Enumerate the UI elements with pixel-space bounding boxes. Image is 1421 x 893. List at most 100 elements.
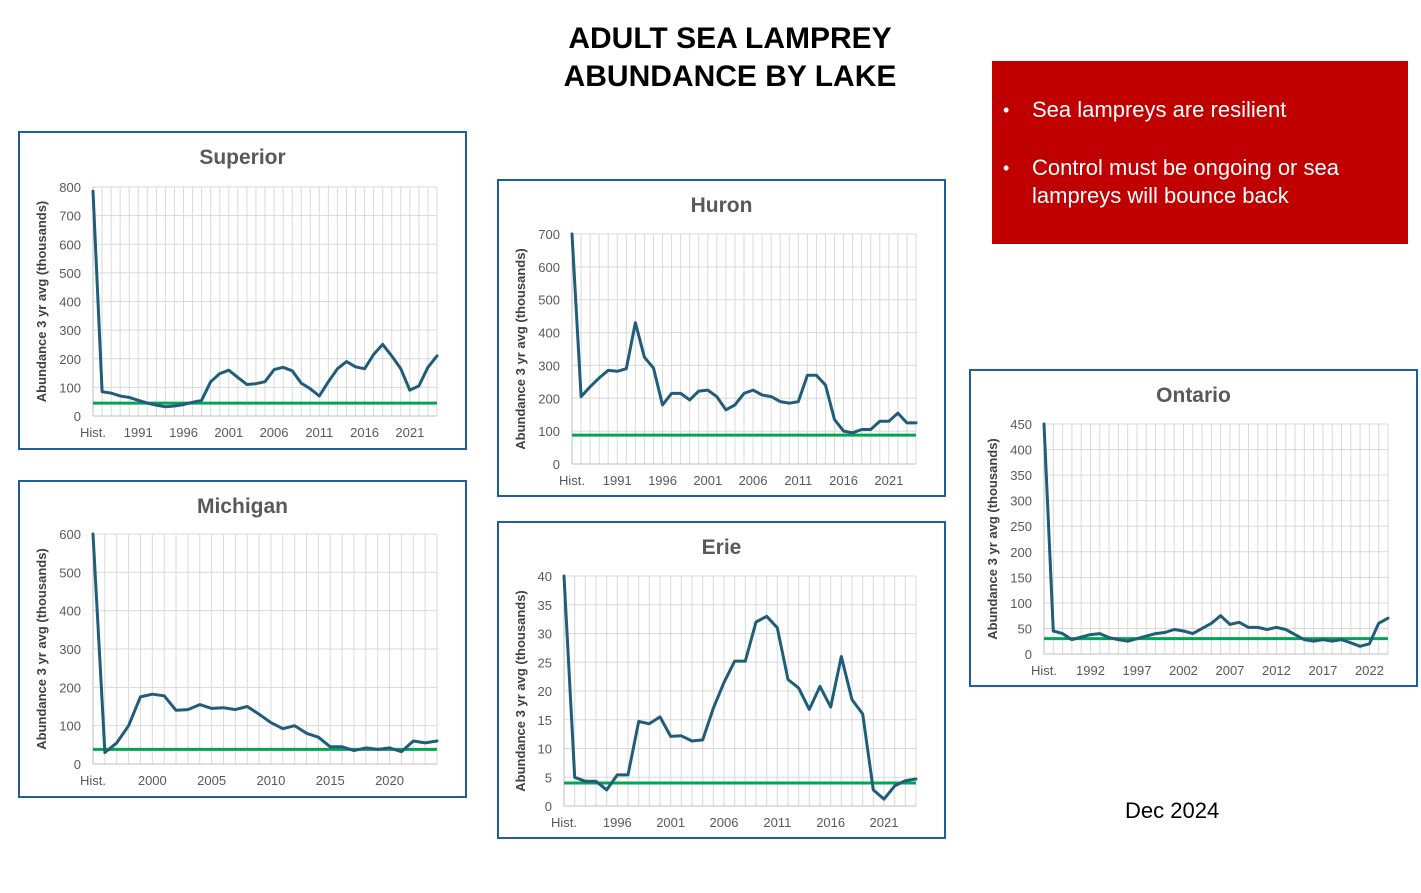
- y-axis-label: Abundance 3 yr avg (thousands): [513, 248, 528, 450]
- chart-title: Michigan: [197, 495, 288, 518]
- series-line-abundance: [1042, 422, 1390, 648]
- y-tick-label: 300: [538, 358, 560, 373]
- y-tick-label: 400: [59, 295, 81, 310]
- y-tick-label: 50: [1018, 621, 1032, 636]
- chart-frame: [497, 521, 946, 839]
- x-tick-label: 2006: [739, 473, 768, 488]
- y-tick-label: 700: [538, 227, 560, 242]
- x-tick-label: 2017: [1308, 663, 1337, 678]
- key-point-item: Sea lampreys are resilient: [1003, 96, 1392, 124]
- date-label: Dec 2024: [1125, 798, 1220, 823]
- chart-panel-erie: Erie Abundance 3 yr avg (thousands) 0 5 10 15…: [497, 521, 946, 839]
- chart-huron: Huron Abundance 3 yr avg (thousands) 0 100 2…: [497, 179, 946, 497]
- y-axis-label: Abundance 3 yr avg (thousands): [34, 201, 49, 403]
- x-tick-label: Hist.: [80, 425, 106, 440]
- y-tick-label: 100: [59, 380, 81, 395]
- chart-panel-michigan: Michigan Abundance 3 yr avg (thousands) 0 1…: [18, 480, 467, 798]
- x-tick-label: 2000: [138, 773, 167, 788]
- chart-panel-superior: Superior Abundance 3 yr avg (thousands) 0 1…: [18, 131, 467, 450]
- y-tick-label: 200: [59, 352, 81, 367]
- x-tick-label: Hist.: [1031, 663, 1057, 678]
- x-tick-label: 2020: [375, 773, 404, 788]
- y-tick-label: 300: [59, 323, 81, 338]
- y-tick-label: 15: [538, 713, 552, 728]
- chart-title: Ontario: [1156, 384, 1231, 407]
- key-points-callout: Sea lampreys are resilient Control must …: [992, 61, 1408, 244]
- x-tick-label: 2007: [1215, 663, 1244, 678]
- y-tick-label: 400: [59, 604, 81, 619]
- y-tick-label: 100: [1010, 596, 1032, 611]
- series-line-abundance: [562, 574, 918, 801]
- y-tick-label: 800: [59, 180, 81, 195]
- y-tick-label: 350: [1010, 468, 1032, 483]
- chart-superior: Superior Abundance 3 yr avg (thousands) 0 1…: [18, 131, 467, 450]
- x-tick-label: 2001: [214, 425, 243, 440]
- y-axis-label: Abundance 3 yr avg (thousands): [34, 548, 49, 750]
- y-tick-label: 0: [553, 457, 560, 472]
- y-tick-label: 300: [59, 642, 81, 657]
- y-tick-label: 100: [59, 719, 81, 734]
- y-tick-label: 400: [538, 326, 560, 341]
- x-tick-label: 2016: [829, 473, 858, 488]
- x-tick-label: 2016: [350, 425, 379, 440]
- y-tick-label: 600: [59, 237, 81, 252]
- chart-frame: [18, 131, 467, 450]
- chart-title: Superior: [199, 146, 285, 169]
- x-tick-label: 2011: [305, 425, 333, 440]
- x-tick-label: 1996: [169, 425, 198, 440]
- chart-title: Erie: [702, 536, 742, 559]
- x-tick-label: 2010: [256, 773, 285, 788]
- x-tick-label: 2002: [1169, 663, 1198, 678]
- x-tick-label: 2006: [710, 815, 739, 830]
- x-tick-label: 1991: [124, 425, 153, 440]
- series-line-abundance: [570, 232, 918, 435]
- y-tick-label: 10: [538, 742, 552, 757]
- y-tick-label: 500: [59, 266, 81, 281]
- y-axis-label: Abundance 3 yr avg (thousands): [513, 590, 528, 792]
- chart-ontario: Ontario Abundance 3 yr avg (thousands) 0 50…: [969, 369, 1418, 687]
- x-tick-label: 2005: [197, 773, 226, 788]
- y-tick-label: 300: [1010, 494, 1032, 509]
- y-tick-label: 0: [74, 409, 81, 424]
- y-tick-label: 200: [1010, 545, 1032, 560]
- y-tick-label: 100: [538, 424, 560, 439]
- x-tick-label: 2001: [656, 815, 685, 830]
- x-tick-label: 1991: [603, 473, 632, 488]
- x-tick-label: 2011: [784, 473, 812, 488]
- x-tick-label: 2016: [816, 815, 845, 830]
- y-tick-label: 250: [1010, 519, 1032, 534]
- x-tick-label: 2022: [1355, 663, 1384, 678]
- series-line-abundance: [91, 189, 439, 409]
- x-tick-label: 2001: [693, 473, 722, 488]
- y-tick-label: 600: [59, 527, 81, 542]
- x-tick-label: 1996: [603, 815, 632, 830]
- x-tick-label: Hist.: [551, 815, 577, 830]
- y-tick-label: 0: [545, 799, 552, 814]
- x-tick-label: 2012: [1262, 663, 1291, 678]
- chart-panel-huron: Huron Abundance 3 yr avg (thousands) 0 100 2…: [497, 179, 946, 497]
- y-tick-label: 30: [538, 627, 552, 642]
- y-tick-label: 400: [1010, 443, 1032, 458]
- y-tick-label: 450: [1010, 417, 1032, 432]
- y-tick-label: 200: [59, 680, 81, 695]
- y-tick-label: 500: [538, 293, 560, 308]
- y-tick-label: 35: [538, 598, 552, 613]
- y-tick-label: 0: [74, 757, 81, 772]
- chart-michigan: Michigan Abundance 3 yr avg (thousands) 0 1…: [18, 480, 467, 798]
- y-tick-label: 40: [538, 569, 552, 584]
- y-tick-label: 20: [538, 684, 552, 699]
- x-tick-label: 2021: [874, 473, 903, 488]
- y-axis-label: Abundance 3 yr avg (thousands): [985, 438, 1000, 640]
- chart-title: Huron: [691, 194, 753, 217]
- x-tick-label: 2011: [763, 815, 791, 830]
- x-tick-label: Hist.: [559, 473, 585, 488]
- x-tick-label: 1996: [648, 473, 677, 488]
- y-tick-label: 500: [59, 565, 81, 580]
- x-tick-label: 2006: [260, 425, 289, 440]
- x-tick-label: 2021: [870, 815, 899, 830]
- slide-title: ADULT SEA LAMPREY ABUNDANCE BY LAKE: [480, 20, 980, 96]
- x-tick-label: 2021: [395, 425, 424, 440]
- x-tick-label: 2015: [316, 773, 345, 788]
- series-line-abundance: [91, 532, 439, 754]
- chart-erie: Erie Abundance 3 yr avg (thousands) 0 5 10 15…: [497, 521, 946, 839]
